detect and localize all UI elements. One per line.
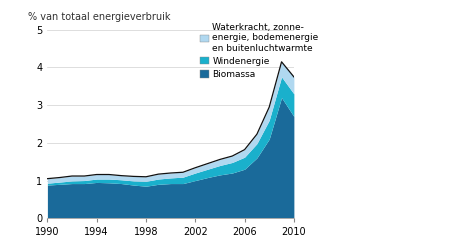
Legend: Waterkracht, zonne-
energie, bodemenergie
en buitenluchtwarmte, Windenergie, Bio: Waterkracht, zonne- energie, bodemenergi…	[200, 23, 319, 79]
Text: % van totaal energieverbruik: % van totaal energieverbruik	[27, 12, 170, 22]
